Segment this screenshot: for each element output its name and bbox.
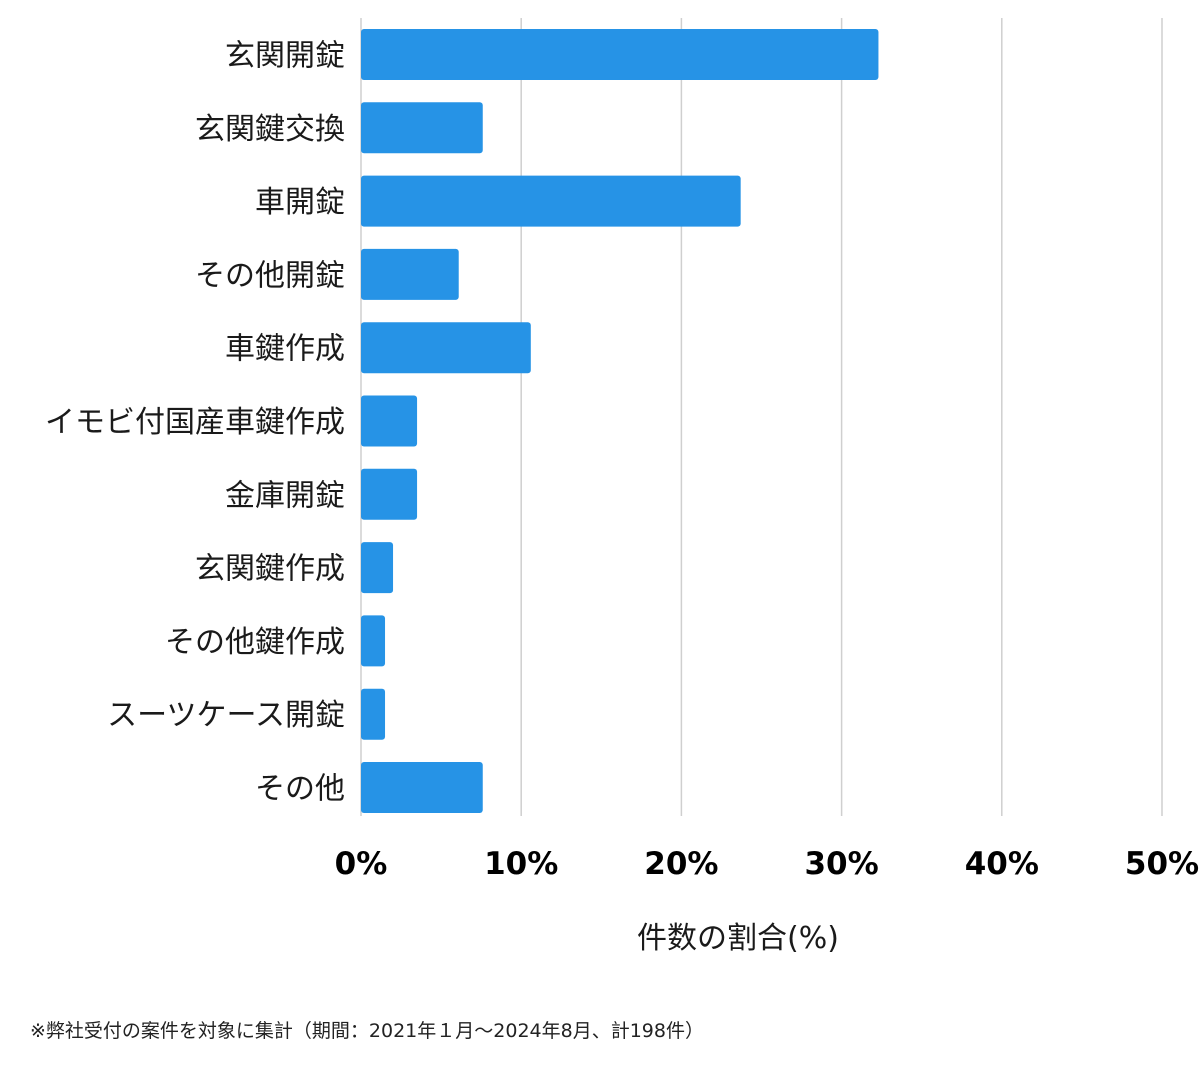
category-label: 玄関開錠 (225, 39, 345, 74)
x-tick-label: 10% (484, 846, 558, 882)
bar (361, 542, 394, 594)
bar (361, 688, 386, 740)
category-label: 車開錠 (255, 185, 345, 220)
category-label: イモビ付国産車鍵作成 (45, 405, 345, 440)
x-tick-label: 20% (644, 846, 718, 882)
category-label: 金庫開錠 (225, 478, 345, 513)
bar (361, 322, 531, 374)
category-label: 車鍵作成 (225, 332, 345, 367)
bar (361, 615, 386, 667)
category-label: スーツケース開錠 (107, 698, 345, 733)
gridlines (360, 18, 1163, 816)
bar (361, 102, 483, 154)
category-label: その他 (255, 772, 345, 807)
bar (361, 248, 459, 300)
category-label: 玄関鍵交換 (195, 112, 345, 147)
x-tick-label: 40% (965, 846, 1039, 882)
bar-chart: 玄関開錠玄関鍵交換車開錠その他開錠車鍵作成イモビ付国産車鍵作成金庫開錠玄関鍵作成… (45, 18, 1199, 956)
bar (361, 175, 741, 227)
x-tick-label: 0% (335, 846, 388, 882)
bar (361, 395, 418, 447)
bar (361, 468, 418, 520)
category-label: 玄関鍵作成 (195, 552, 345, 587)
category-label: その他鍵作成 (165, 625, 345, 660)
x-tick-labels: 0% 10% 20% 30% 40% 50% (335, 846, 1199, 882)
bar (361, 29, 879, 80)
footnote: ※弊社受付の案件を対象に集計（期間：2021年１月〜2024年8月、計198件） (30, 1020, 704, 1042)
x-axis-title: 件数の割合(%) (637, 921, 839, 956)
x-tick-label: 30% (804, 846, 878, 882)
bars (361, 29, 879, 813)
category-label: その他開錠 (195, 258, 345, 293)
category-labels: 玄関開錠玄関鍵交換車開錠その他開錠車鍵作成イモビ付国産車鍵作成金庫開錠玄関鍵作成… (45, 39, 345, 807)
x-tick-label: 50% (1125, 846, 1199, 882)
bar (361, 762, 483, 813)
